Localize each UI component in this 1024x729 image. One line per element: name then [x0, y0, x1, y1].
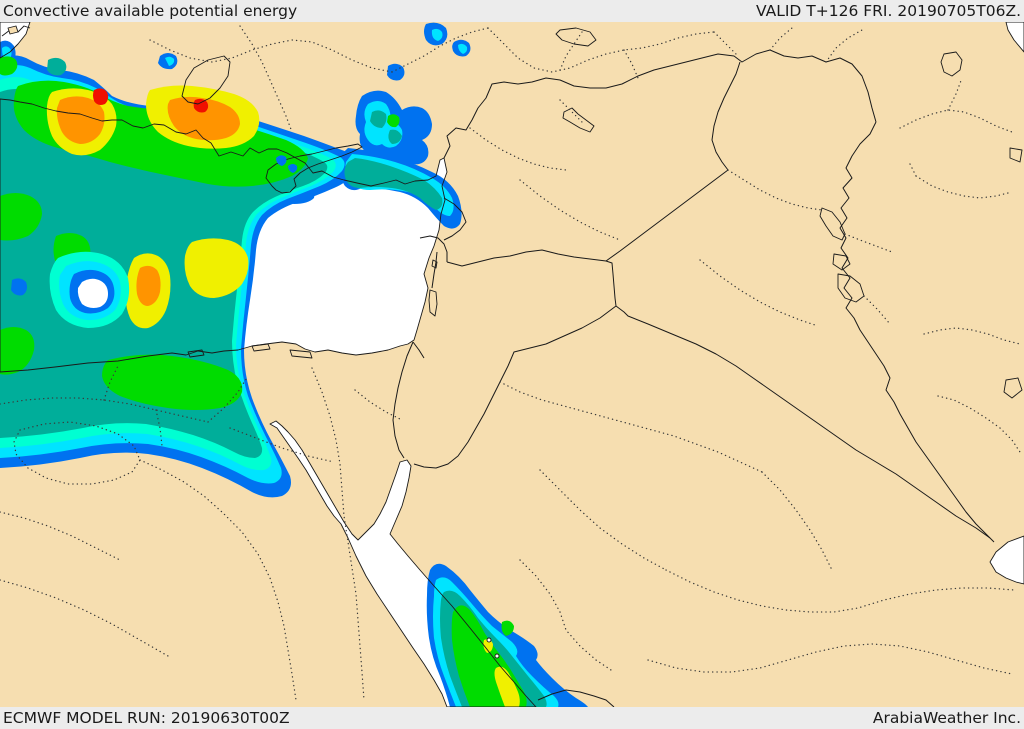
page-title: Convective available potential energy	[3, 2, 298, 20]
border-lebanon-syria	[443, 197, 467, 241]
lake-van	[555, 27, 597, 47]
caspian-corner	[1006, 22, 1024, 52]
admin-boundaries	[0, 25, 1021, 701]
credit-label: ArabiaWeather Inc.	[872, 709, 1021, 727]
cape-region-red-sea	[426, 563, 588, 707]
cape-region-mediterranean	[0, 22, 471, 498]
lake-tharthar	[819, 207, 846, 241]
cyprus-island	[265, 143, 363, 194]
border-gaza	[412, 341, 425, 359]
border-syria-jordan	[446, 249, 607, 267]
border-syria-iraq-jordan-saudi	[605, 61, 991, 539]
lake-habbaniyah	[832, 253, 851, 271]
country-borders	[392, 49, 995, 707]
iran-lake-small	[1009, 147, 1023, 163]
lake-district-turkey	[181, 55, 231, 105]
border-iran-iraq	[839, 121, 995, 543]
header-bar: Convective available potential energy VA…	[0, 0, 1024, 22]
dead-sea	[428, 289, 438, 317]
footer-bar: ECMWF MODEL RUN: 20190630T00Z ArabiaWeat…	[0, 707, 1024, 729]
coastline-layer	[0, 22, 1024, 707]
valid-time-label: VALID T+126 FRI. 20190705T06Z.	[756, 2, 1021, 20]
persian-gulf	[990, 536, 1024, 584]
model-run-label: ECMWF MODEL RUN: 20190630T00Z	[3, 709, 290, 727]
nile-delta-lagoon-3	[289, 349, 313, 359]
lakes-layer	[181, 27, 1023, 399]
lake-assad	[562, 107, 595, 133]
border-israel-egypt	[392, 341, 414, 459]
border-turkey-south	[443, 49, 877, 159]
border-jordan-river	[431, 251, 438, 289]
hawr-marsh	[1003, 377, 1023, 399]
nile-delta-lagoon-1	[187, 349, 205, 358]
lake-urmia	[940, 51, 963, 77]
border-jordan-saudi	[413, 305, 617, 469]
border-saudi-yemen	[537, 689, 615, 707]
lake-razzaza	[837, 273, 865, 303]
border-lebanon	[419, 235, 448, 262]
